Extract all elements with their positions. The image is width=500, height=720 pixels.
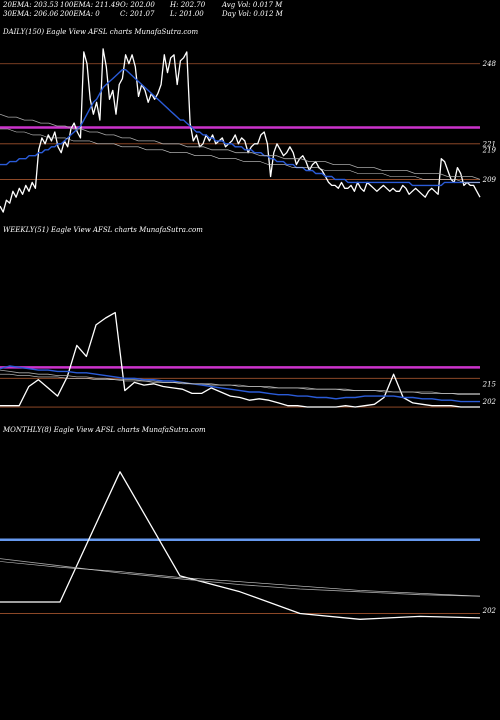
weekly-ytick-label: 215: [482, 380, 497, 388]
daily-series-ema-gray: [0, 113, 481, 180]
daily-series-ema-gray2: [0, 128, 480, 183]
weekly-ytick-label: 202: [482, 398, 497, 406]
monthly-ytick-label: 202: [482, 607, 497, 615]
header-open: O: 202.00: [120, 1, 155, 9]
monthly-series-price: [0, 471, 481, 620]
header-close: C: 201.07: [120, 10, 155, 18]
daily-series-price: [0, 48, 481, 213]
monthly-series-ema-gray2: [0, 561, 481, 597]
header-day-vol: Day Vol: 0.012 M: [222, 10, 283, 18]
weekly-chart-title: WEEKLY(51) Eagle View AFSL charts Munafa…: [3, 226, 203, 234]
daily-ytick-label: 219: [482, 146, 497, 154]
header-100ema: 100EMA: 211.49: [60, 1, 120, 9]
weekly-series-ema-blue: [0, 365, 480, 403]
header-high: H: 202.70: [170, 1, 206, 9]
header-low: L: 201.00: [170, 10, 204, 18]
monthly-chart-title: MONTHLY(8) Eagle View AFSL charts Munafa…: [3, 426, 206, 434]
header-20ema: 20EMA: 203.53: [3, 1, 59, 9]
monthly-series-ema-gray: [0, 558, 481, 597]
header-30ema: 30EMA: 206.06: [3, 10, 59, 18]
daily-ytick-label: 209: [482, 176, 497, 184]
daily-ytick-label: 248: [482, 60, 497, 68]
header-avg-vol: Avg Vol: 0.017 M: [222, 1, 283, 9]
weekly-series-price: [0, 311, 480, 408]
daily-ytick-label: 221: [482, 140, 496, 148]
daily-chart-title: DAILY(150) Eagle View AFSL charts Munafa…: [3, 28, 199, 36]
weekly-series-ema-gray2: [0, 373, 480, 396]
header-200ema: 200EMA: 0: [60, 10, 100, 18]
daily-series-ema-blue: [0, 68, 480, 187]
